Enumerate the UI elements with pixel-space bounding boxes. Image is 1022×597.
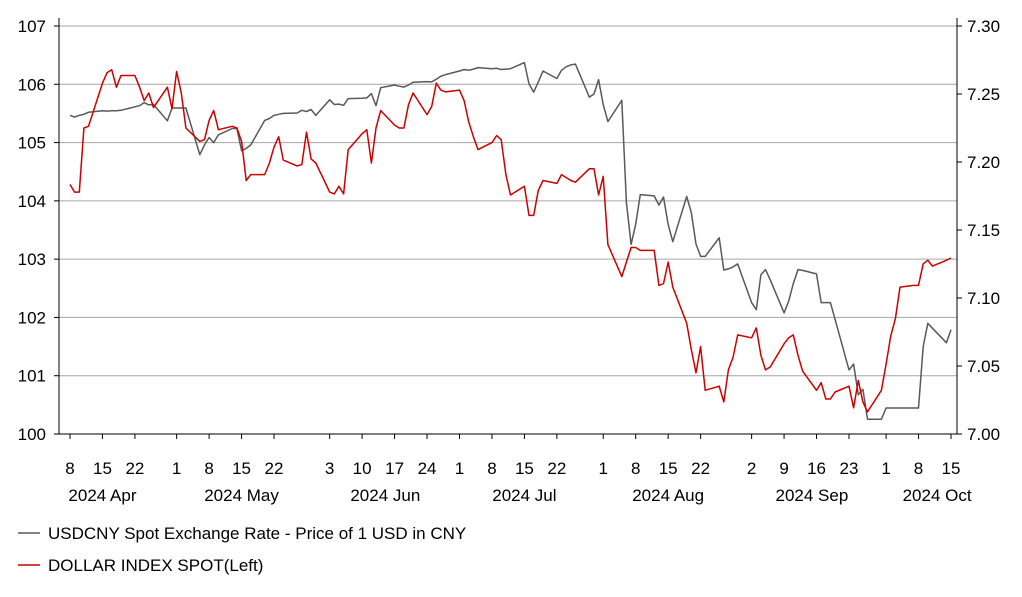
x-month-label: 2024 Oct (903, 486, 972, 505)
x-tick-label: 8 (631, 459, 640, 478)
right-tick-label: 7.25 (967, 85, 1000, 104)
left-tick-label: 106 (18, 75, 46, 94)
legend: USDCNY Spot Exchange Rate - Price of 1 U… (18, 524, 466, 575)
left-tick-label: 101 (18, 367, 46, 386)
right-tick-label: 7.30 (967, 17, 1000, 36)
right-tick-label: 7.15 (967, 221, 1000, 240)
x-tick-label: 22 (691, 459, 710, 478)
x-month-label: 2024 Sep (775, 486, 848, 505)
x-tick-label: 15 (515, 459, 534, 478)
x-tick-label: 3 (325, 459, 334, 478)
x-tick-label: 1 (172, 459, 181, 478)
x-tick-label: 17 (385, 459, 404, 478)
legend-label-usdcny: USDCNY Spot Exchange Rate - Price of 1 U… (48, 524, 466, 543)
x-tick-label: 10 (353, 459, 372, 478)
x-tick-label: 15 (942, 459, 961, 478)
x-tick-label: 22 (125, 459, 144, 478)
x-tick-label: 15 (659, 459, 678, 478)
x-tick-label: 8 (204, 459, 213, 478)
right-tick-label: 7.05 (967, 357, 1000, 376)
x-tick-label: 15 (93, 459, 112, 478)
gridlines (59, 25, 957, 435)
x-month-label: 2024 Jul (492, 486, 556, 505)
x-tick-label: 1 (881, 459, 890, 478)
x-tick-label: 1 (599, 459, 608, 478)
series-layer (69, 61, 952, 420)
right-tick-label: 7.10 (967, 289, 1000, 308)
left-tick-label: 100 (18, 425, 46, 444)
right-tick-label: 7.20 (967, 153, 1000, 172)
right-axis-ticks: 7.00 7.05 7.10 7.15 7.20 7.25 7.30 (957, 17, 1000, 444)
x-tick-label: 8 (487, 459, 496, 478)
x-month-label: 2024 Jun (350, 486, 420, 505)
left-tick-label: 104 (18, 192, 46, 211)
x-month-label: 2024 May (204, 486, 279, 505)
axes (58, 18, 958, 435)
left-axis-ticks: 100 101 102 103 104 105 106 107 (18, 17, 59, 444)
right-tick-label: 7.00 (967, 425, 1000, 444)
x-tick-label: 22 (265, 459, 284, 478)
x-month-label: 2024 Apr (68, 486, 136, 505)
x-tick-label: 24 (418, 459, 437, 478)
x-tick-label: 8 (914, 459, 923, 478)
left-tick-label: 107 (18, 17, 46, 36)
x-axis-ticks: 8 15 22 1 8 15 22 3 10 17 24 1 8 15 22 1 8 15 22 2 9 16 23 1 8 15 (65, 434, 960, 478)
x-tick-label: 23 (840, 459, 859, 478)
x-tick-label: 16 (807, 459, 826, 478)
x-tick-label: 15 (232, 459, 251, 478)
x-tick-label: 9 (779, 459, 788, 478)
x-axis-month-labels: 2024 Apr 2024 May 2024 Jun 2024 Jul 2024 Aug… (68, 486, 971, 505)
left-tick-label: 103 (18, 250, 46, 269)
x-tick-label: 1 (455, 459, 464, 478)
x-tick-label: 8 (65, 459, 74, 478)
x-month-label: 2024 Aug (632, 486, 704, 505)
x-tick-label: 22 (547, 459, 566, 478)
x-tick-label: 2 (747, 459, 756, 478)
series-line-dxy (69, 68, 952, 413)
series-line-usdcny (69, 61, 952, 420)
left-tick-label: 102 (18, 308, 46, 327)
left-tick-label: 105 (18, 134, 46, 153)
legend-label-dxy: DOLLAR INDEX SPOT(Left) (48, 556, 263, 575)
